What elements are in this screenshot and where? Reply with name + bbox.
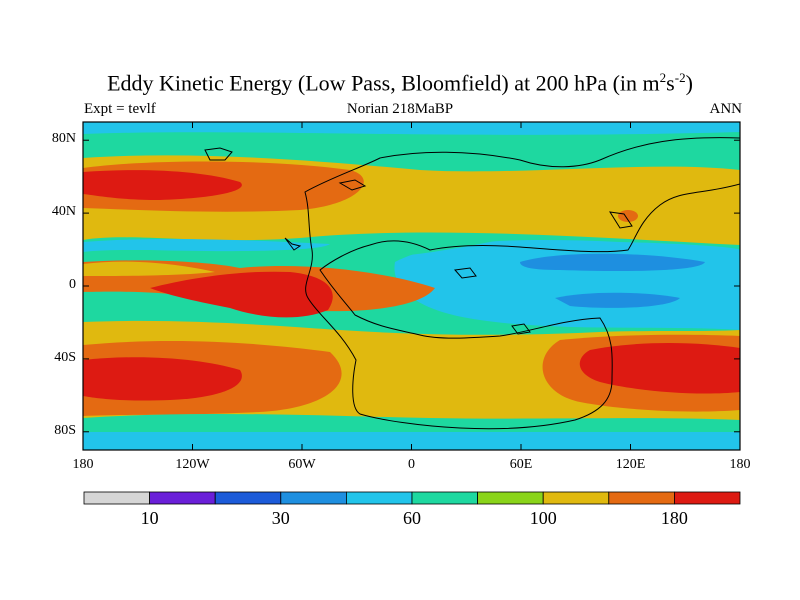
y-tick-label: 40N [51, 204, 76, 220]
colorbar-swatch [477, 491, 544, 505]
field-north-red [83, 170, 242, 200]
x-tick-label: 120E [615, 457, 646, 472]
y-tick-label: 80S [54, 422, 76, 438]
plot-title: Eddy Kinetic Energy (Low Pass, Bloomfiel… [107, 70, 693, 96]
x-tick-label: 180 [72, 457, 94, 472]
coast-fragment-d [511, 323, 531, 335]
greenland-coast [204, 147, 233, 161]
colorbar-swatch [83, 491, 150, 505]
y-tick-label: 40S [54, 349, 76, 365]
x-tick-label: 60E [509, 457, 533, 472]
colorbar-swatch [214, 491, 282, 505]
colorbar-label: 60 [403, 508, 421, 528]
field-equator-yellow-left [83, 261, 215, 276]
y-tick-label: 0 [69, 277, 76, 292]
field-east-green-north [400, 234, 520, 256]
field-east-blue-b [555, 292, 680, 308]
x-tick-label: 180 [729, 457, 751, 472]
field-east-blue-a [520, 253, 705, 272]
colorbar [83, 491, 741, 505]
colorbar-label: 180 [660, 508, 688, 528]
period-label: Norian 218MaBP [346, 101, 454, 117]
field-tropic-cyan-west [83, 238, 330, 252]
x-tick-label: 120W [175, 457, 210, 472]
contour-field [83, 122, 740, 450]
experiment-label: Expt = tevlf [84, 101, 156, 117]
coastlines [204, 137, 740, 430]
colorbar-swatch [411, 491, 478, 505]
colorbar-label: 30 [271, 508, 290, 528]
y-tick-label: 80N [51, 131, 76, 147]
colorbar-swatch [608, 491, 675, 505]
coast-fragment-c [454, 267, 477, 279]
colorbar-swatch [149, 491, 216, 505]
colorbar-label: 100 [529, 508, 557, 528]
field-asia-orange [618, 210, 638, 222]
field-south-polar-band [83, 432, 740, 450]
field-equator-red [150, 271, 333, 318]
colorbar-swatch [542, 491, 610, 505]
coast-fragment-b [284, 237, 302, 251]
colorbar-swatch [674, 491, 741, 505]
x-tick-label: 60W [288, 457, 316, 472]
season-label: ANN [709, 101, 743, 117]
field-south-red-west [83, 357, 242, 401]
pangaea-coast [304, 137, 740, 430]
axis-ticks [82, 122, 741, 450]
field-south-red-east [579, 343, 740, 394]
colorbar-swatch [345, 491, 413, 505]
colorbar-swatch [280, 491, 347, 505]
field-north-green [83, 132, 740, 160]
coast-fragment-e [609, 211, 633, 229]
colorbar-label: 10 [140, 508, 159, 528]
x-tick-label: 0 [408, 457, 415, 472]
coast-fragment-a [338, 179, 367, 191]
